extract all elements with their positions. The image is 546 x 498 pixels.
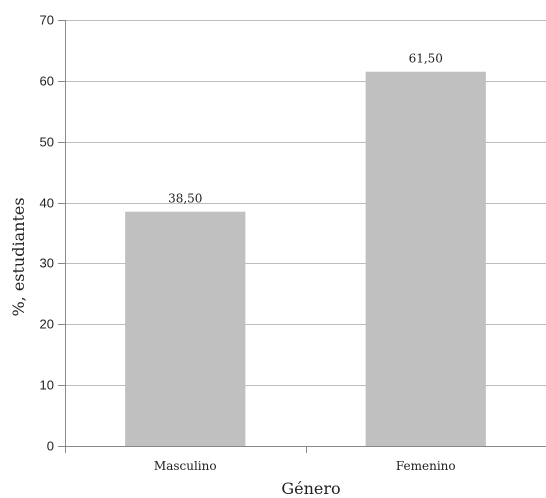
y-tick-label: 50	[40, 135, 54, 150]
bar-masculino	[125, 211, 246, 446]
data-labels: 38,50 61,50	[168, 52, 443, 206]
x-category-label: Masculino	[154, 459, 217, 473]
y-tick-label: 20	[40, 317, 54, 332]
y-tick-label: 70	[40, 13, 54, 28]
y-axis: 0 10 20 30 40 50 60 70	[40, 13, 66, 454]
y-axis-title: %, estudiantes	[9, 197, 28, 316]
y-tick-label: 30	[40, 256, 54, 271]
y-tick-label: 10	[40, 378, 54, 393]
x-axis: Masculino Femenino	[65, 446, 546, 473]
data-label-femenino: 61,50	[409, 52, 443, 66]
bars	[125, 71, 486, 446]
y-tick-label: 40	[40, 196, 54, 211]
bar-femenino	[365, 71, 486, 446]
data-label-masculino: 38,50	[168, 192, 202, 206]
x-axis-title: Género	[281, 479, 340, 498]
y-tick-label: 60	[40, 74, 54, 89]
x-category-label: Femenino	[396, 459, 456, 473]
y-tick-label: 0	[47, 439, 54, 454]
